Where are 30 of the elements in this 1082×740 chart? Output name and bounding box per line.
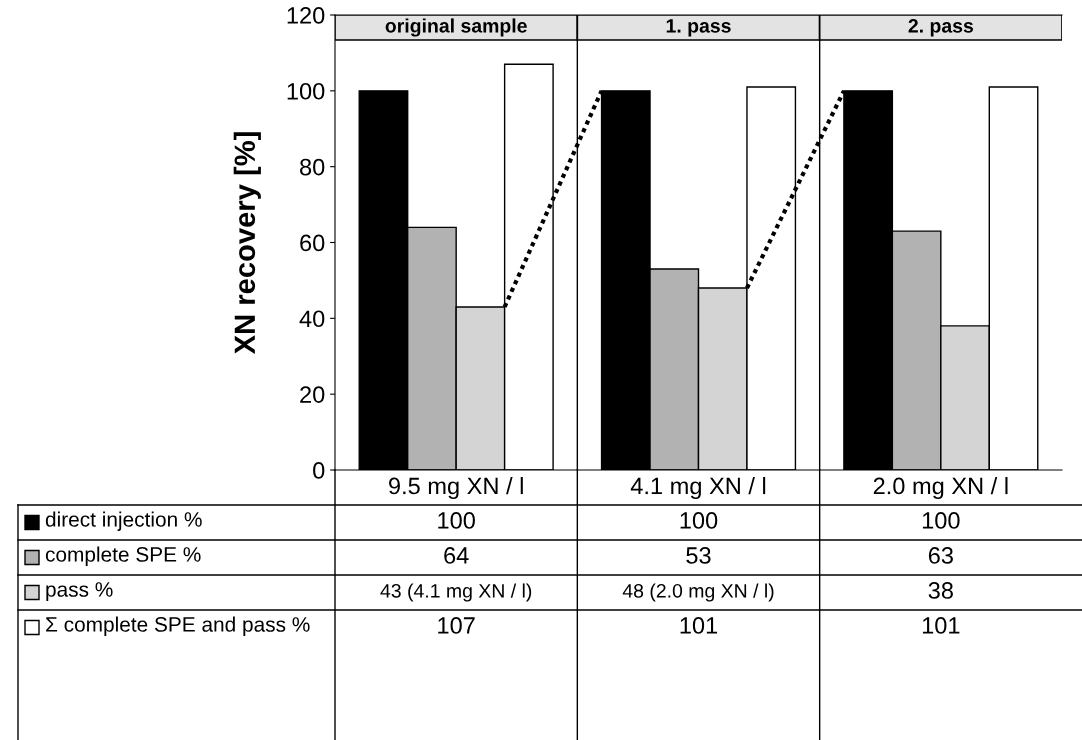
y-tick-label: 40 bbox=[299, 310, 325, 328]
x-tick-label: 9.5 mg XN / l bbox=[389, 477, 523, 500]
legend-label: direct injection % bbox=[45, 511, 202, 531]
y-tick-label: 20 bbox=[300, 386, 325, 403]
annotation: original sample bbox=[385, 18, 527, 37]
y-tick-label: 120 bbox=[287, 7, 325, 24]
y-tick-label: 0 bbox=[313, 462, 325, 479]
x-tick-label: 4.1 mg XN / l bbox=[630, 477, 766, 500]
data-label: 43 (4.1 mg XN / l) bbox=[380, 583, 532, 602]
data-label: 101 bbox=[922, 617, 960, 634]
legend-label: pass % bbox=[46, 582, 113, 601]
annotation: 2. pass bbox=[908, 18, 974, 37]
data-label: 38 bbox=[928, 582, 953, 599]
data-label: 100 bbox=[438, 512, 475, 529]
data-label: 107 bbox=[438, 617, 475, 634]
data-label: 100 bbox=[922, 512, 960, 529]
y-tick-label: 80 bbox=[300, 158, 325, 176]
y-axis-title: XN recovery [%] bbox=[233, 132, 261, 355]
y-tick-label: 100 bbox=[287, 82, 325, 100]
x-tick-label: 2.0 mg XN / l bbox=[873, 477, 1008, 500]
legend-label: Σ complete SPE and pass % bbox=[46, 616, 310, 636]
data-label: 48 (2.0 mg XN / l) bbox=[622, 583, 774, 602]
legend-label: complete SPE % bbox=[45, 546, 201, 566]
annotation: 1. pass bbox=[666, 19, 731, 37]
data-label: 53 bbox=[686, 547, 711, 564]
data-label: 101 bbox=[680, 617, 718, 634]
data-label: 100 bbox=[680, 512, 718, 529]
y-tick-label: 60 bbox=[300, 234, 325, 252]
data-label: 64 bbox=[444, 547, 469, 564]
data-label: 63 bbox=[928, 547, 953, 564]
